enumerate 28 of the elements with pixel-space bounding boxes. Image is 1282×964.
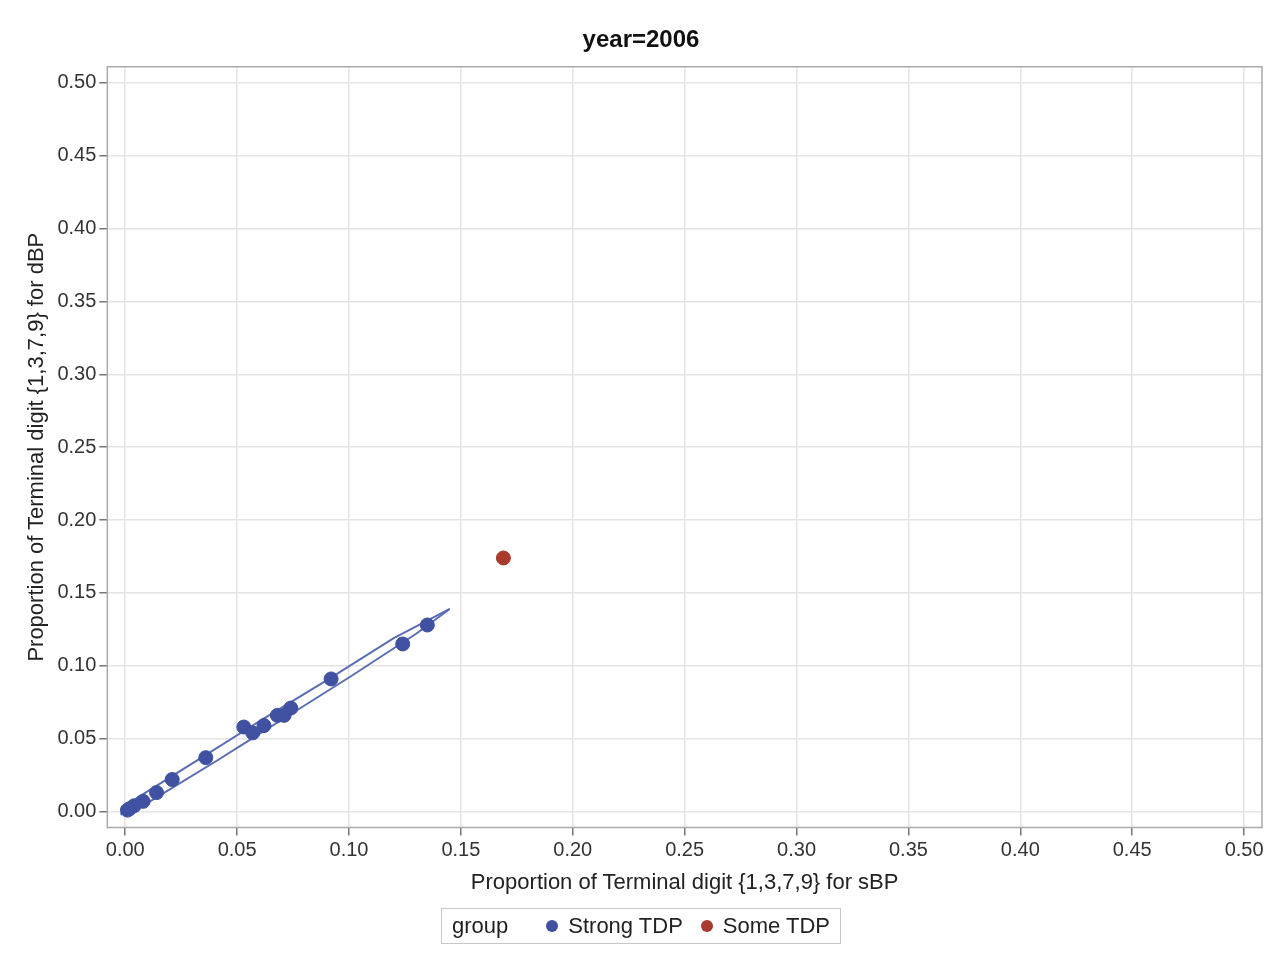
y-tick-label: 0.10 [57, 653, 97, 676]
y-tick-label: 0.00 [57, 799, 97, 822]
x-tick-label: 0.20 [553, 838, 593, 861]
y-axis-title: Proportion of Terminal digit {1,3,7,9} for dBP [23, 232, 49, 662]
legend-label: Strong TDP [568, 913, 683, 939]
x-tick-label: 0.50 [1224, 838, 1264, 861]
y-tick-label: 0.05 [57, 726, 97, 749]
x-tick-label: 0.45 [1112, 838, 1152, 861]
legend-label: Some TDP [722, 913, 830, 939]
y-tick-label: 0.45 [57, 143, 97, 166]
x-tick-label: 0.05 [217, 838, 257, 861]
x-tick-label: 0.30 [777, 838, 817, 861]
x-tick-label: 0.40 [1000, 838, 1040, 861]
x-tick-label: 0.35 [888, 838, 928, 861]
y-tick-label: 0.25 [57, 434, 97, 457]
x-tick-label: 0.15 [441, 838, 481, 861]
y-tick-label: 0.30 [57, 361, 97, 384]
y-tick-label: 0.50 [57, 70, 97, 93]
y-tick-label: 0.35 [57, 288, 97, 311]
x-tick-label: 0.00 [105, 838, 145, 861]
x-axis-title: Proportion of Terminal digit {1,3,7,9} for sBP [470, 868, 899, 894]
legend-title: group [451, 913, 509, 939]
y-tick-label: 0.15 [57, 580, 97, 603]
chart-title: year=2006 [582, 25, 700, 53]
x-tick-label: 0.25 [665, 838, 705, 861]
x-tick-label: 0.10 [329, 838, 369, 861]
y-tick-label: 0.20 [57, 507, 97, 530]
y-tick-label: 0.40 [57, 216, 97, 239]
